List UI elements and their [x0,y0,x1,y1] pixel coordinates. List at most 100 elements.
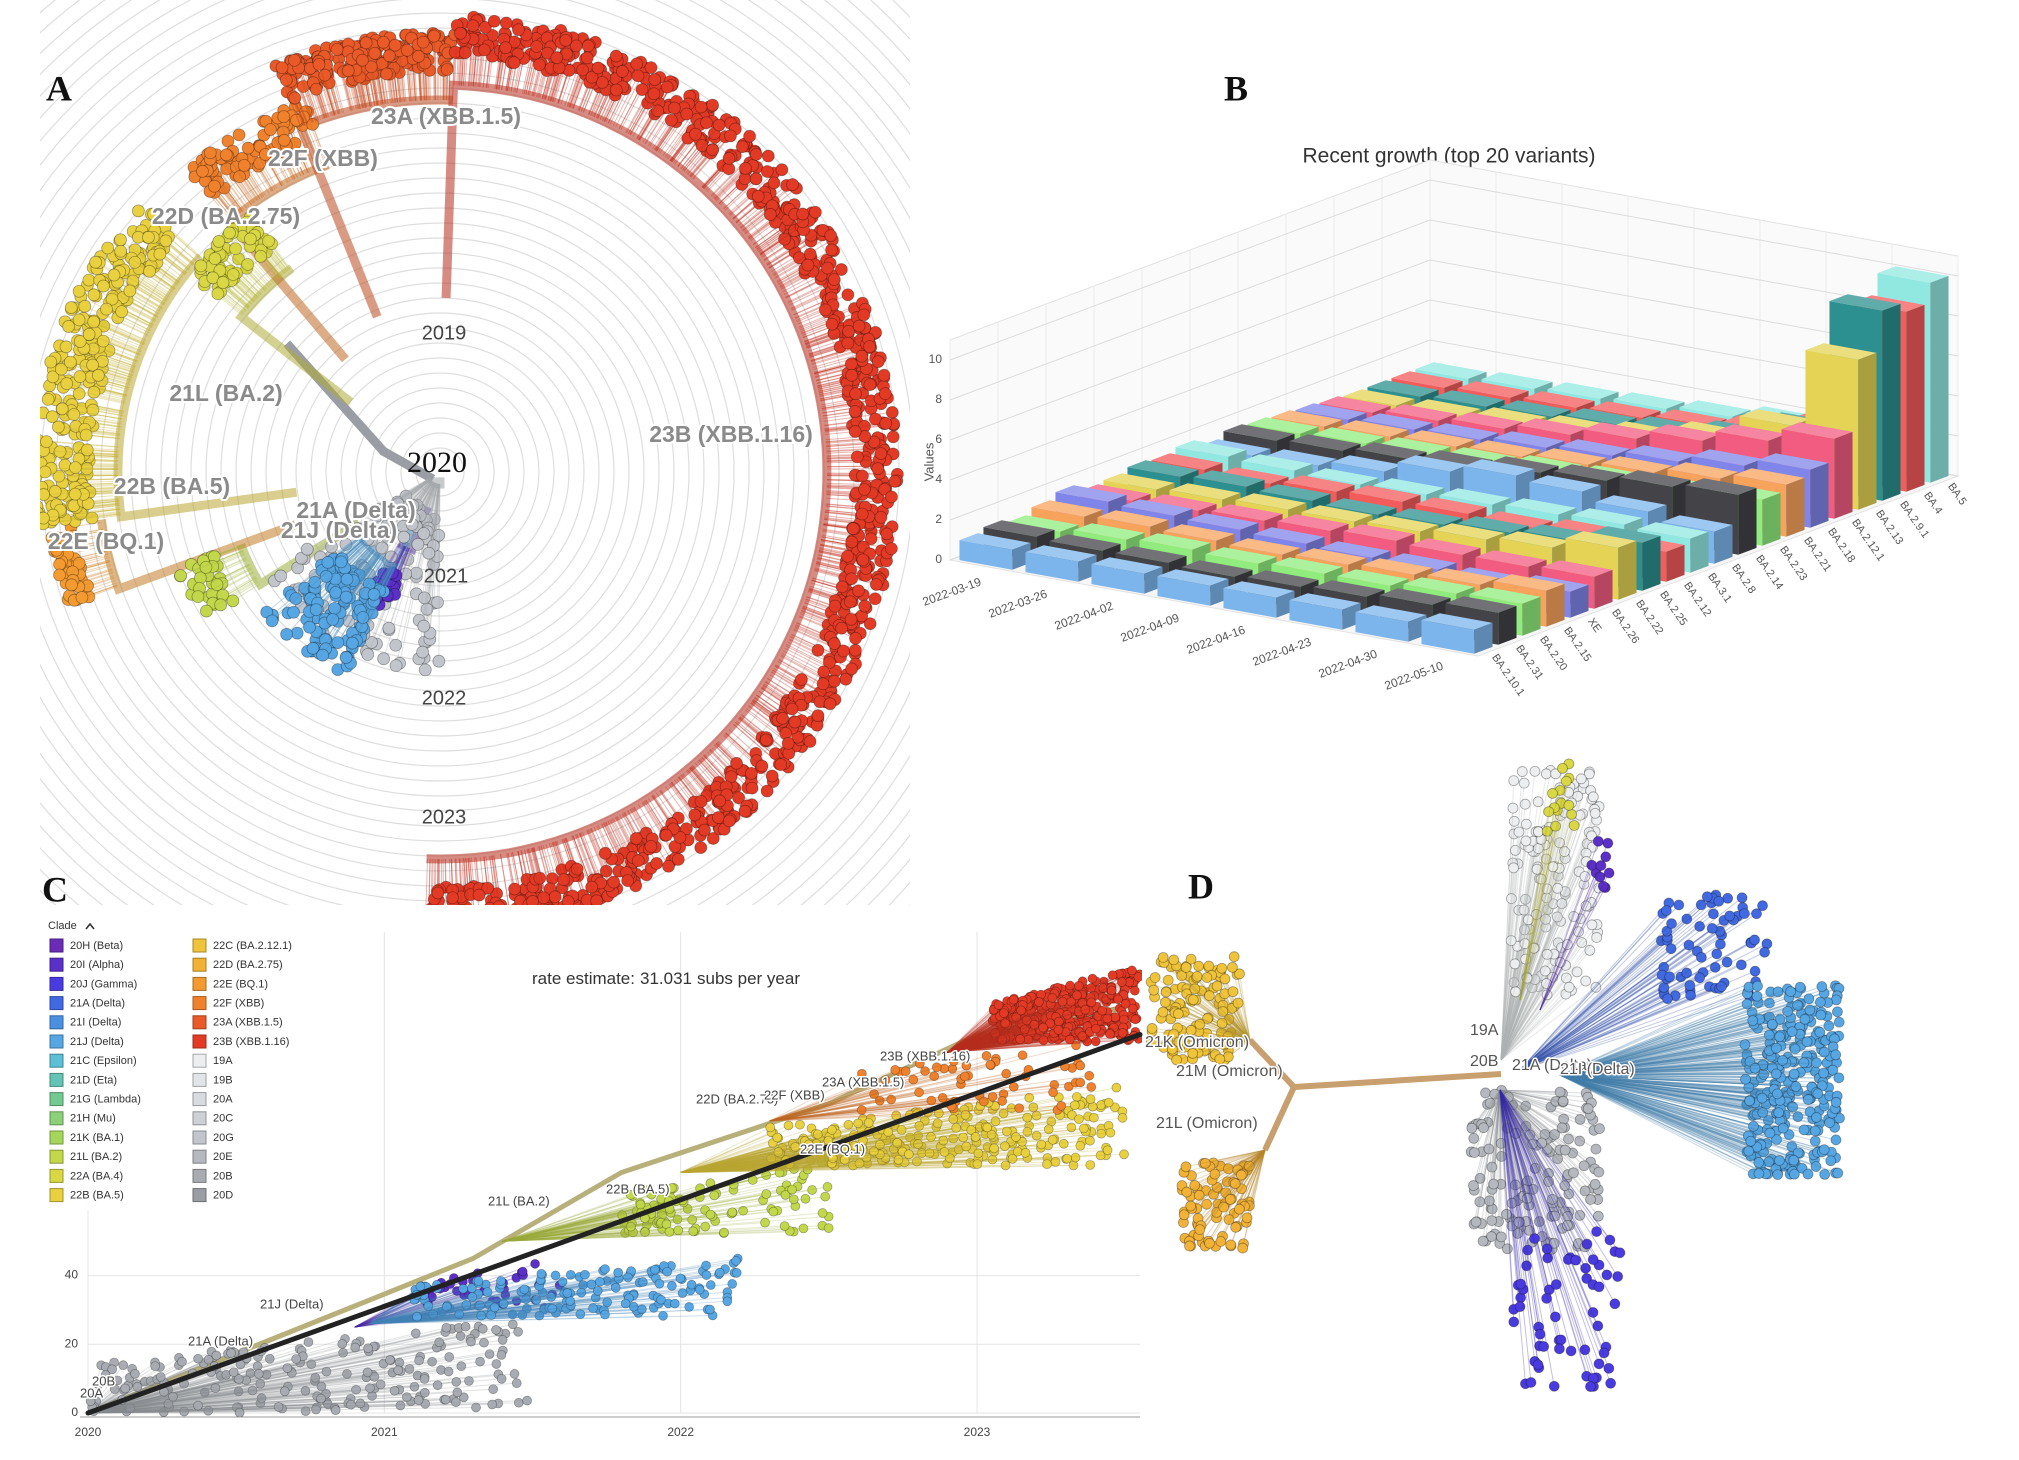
tip [849,387,862,401]
tip [846,522,860,536]
tip [100,302,113,316]
y-tick-label: 0 [71,1405,78,1419]
tip [80,443,94,457]
tip [303,620,316,634]
tip [226,594,240,608]
tip [839,672,853,686]
tip-branch [102,281,160,315]
tip [507,56,521,70]
tip-branch [425,483,440,643]
tip [401,553,415,566]
tip [393,1365,404,1376]
tip [432,907,444,919]
tip [87,315,101,329]
tip-branch [225,250,266,292]
tip [844,357,858,371]
tip [291,1354,302,1364]
tip-branch [351,562,394,644]
legend-label: BA.2.22 [1633,598,1665,637]
clade-label: 22B (BA.5) [114,473,230,499]
tip-branch [325,557,386,650]
tip-branch [335,548,374,593]
tip-branch [73,414,122,423]
tip [485,918,497,930]
tip [795,673,808,686]
tip [369,509,383,523]
tip-branch [361,481,434,582]
tip [359,36,373,50]
tip [431,886,445,900]
tip-branch [207,557,247,577]
tip-branch [56,539,106,551]
tip [51,420,65,434]
tip [456,1361,467,1371]
tip-branch [438,483,441,662]
time-ring [175,207,705,737]
panel-b: Recent growth (top 20 variants)0246810Va… [921,145,1969,699]
time-ring [340,372,540,572]
time-ring [130,162,750,782]
tip-branch [327,535,361,563]
tip [468,908,480,920]
tip-branch [152,236,192,269]
tip [355,53,369,67]
tip [417,591,431,605]
tip-branch [65,542,106,552]
tip-branch [352,551,377,581]
tip [279,73,293,87]
tip [609,49,623,63]
tip [427,29,441,43]
legend-label: BA.2.14 [1753,553,1785,592]
clade-tips [45,520,118,607]
tip [644,61,658,74]
tip [243,232,257,246]
tip-branch [302,125,321,169]
tip-branch [111,298,156,323]
tip [479,1337,489,1348]
tip [615,65,629,78]
tip [827,674,841,688]
tip [724,129,737,143]
tip-branch [63,530,104,539]
tip-branch [320,478,431,558]
tip [356,611,370,624]
tip [788,715,802,729]
tip-branch [332,554,381,620]
tip [416,35,430,49]
tip-branch [222,282,251,307]
tip [199,560,213,574]
tip-branch [231,232,275,283]
clade-tips [260,534,398,677]
tip-branch [81,508,121,514]
tip-branch [288,127,310,173]
tip [880,527,894,541]
bar-side [1858,352,1877,510]
tip [660,80,674,94]
tip-branch [129,290,163,311]
clade-label: 23A (XBB.1.5) [371,103,521,129]
tip [73,370,87,384]
tip [147,207,160,221]
tip-branch [216,567,251,586]
tip [745,781,759,795]
tip-branch [58,475,119,477]
clade-tips [194,211,291,316]
tip [237,159,251,172]
tip [706,143,720,157]
tip [852,319,866,333]
x-tick-label: 2022-04-09 [1119,611,1182,645]
tip [79,428,93,442]
tip [680,107,694,121]
tip-branch [88,381,129,393]
tip-branch [168,236,197,262]
tip-branch [107,247,174,293]
tip [306,641,320,655]
bar-side [1690,531,1709,573]
tip [496,906,508,918]
tip-branch [397,478,431,505]
tip-branch [826,465,877,468]
tip-branch [59,552,108,565]
tip [886,430,900,444]
